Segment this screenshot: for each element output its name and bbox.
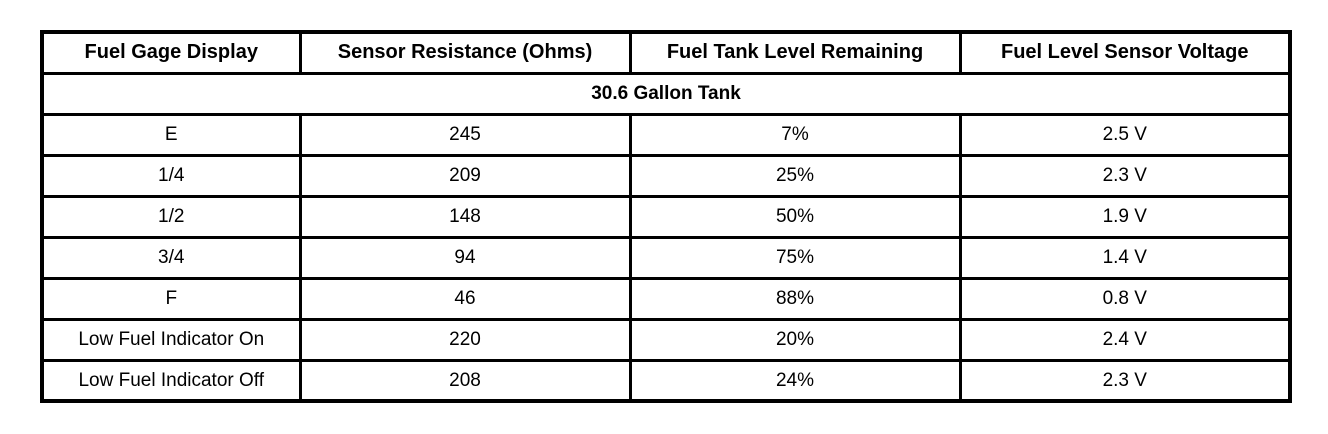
- fuel-tank-level-cell: 75%: [628, 235, 962, 280]
- sensor-voltage-cell: 2.3 V: [958, 153, 1292, 198]
- header-row: Fuel Gage Display Sensor Resistance (Ohm…: [40, 30, 1292, 75]
- sensor-voltage-cell: 1.9 V: [958, 194, 1292, 239]
- tank-size-subheader: 30.6 Gallon Tank: [40, 71, 1292, 116]
- sensor-voltage-cell: 1.4 V: [958, 235, 1292, 280]
- fuel-tank-level-cell: 20%: [628, 317, 962, 362]
- fuel-tank-level-cell: 7%: [628, 112, 962, 157]
- subheader-row: 30.6 Gallon Tank: [40, 71, 1292, 116]
- sensor-resistance-cell: 245: [298, 112, 632, 157]
- fuel-gage-display-cell: 1/4: [40, 153, 302, 198]
- column-header-fuel-gage-display: Fuel Gage Display: [40, 30, 302, 75]
- sensor-resistance-cell: 94: [298, 235, 632, 280]
- sensor-voltage-cell: 2.5 V: [958, 112, 1292, 157]
- table-row: 3/4 94 75% 1.4 V: [40, 235, 1292, 280]
- fuel-gage-display-cell: 1/2: [40, 194, 302, 239]
- column-header-sensor-resistance: Sensor Resistance (Ohms): [298, 30, 632, 75]
- column-header-sensor-voltage: Fuel Level Sensor Voltage: [958, 30, 1292, 75]
- sensor-voltage-cell: 2.4 V: [958, 317, 1292, 362]
- fuel-gage-display-cell: Low Fuel Indicator On: [40, 317, 302, 362]
- sensor-voltage-cell: 0.8 V: [958, 276, 1292, 321]
- table-row: E 245 7% 2.5 V: [40, 112, 1292, 157]
- sensor-voltage-cell: 2.3 V: [958, 358, 1292, 403]
- table-row: 1/4 209 25% 2.3 V: [40, 153, 1292, 198]
- sensor-resistance-cell: 148: [298, 194, 632, 239]
- fuel-gage-display-cell: E: [40, 112, 302, 157]
- fuel-tank-level-cell: 24%: [628, 358, 962, 403]
- fuel-gage-display-cell: 3/4: [40, 235, 302, 280]
- sensor-resistance-cell: 220: [298, 317, 632, 362]
- table-row: 1/2 148 50% 1.9 V: [40, 194, 1292, 239]
- column-header-fuel-tank-level: Fuel Tank Level Remaining: [628, 30, 962, 75]
- fuel-gage-display-cell: F: [40, 276, 302, 321]
- sensor-resistance-cell: 209: [298, 153, 632, 198]
- fuel-gauge-table: Fuel Gage Display Sensor Resistance (Ohm…: [40, 30, 1292, 403]
- sensor-resistance-cell: 208: [298, 358, 632, 403]
- fuel-tank-level-cell: 50%: [628, 194, 962, 239]
- sensor-resistance-cell: 46: [298, 276, 632, 321]
- fuel-tank-level-cell: 25%: [628, 153, 962, 198]
- table-row: Low Fuel Indicator On 220 20% 2.4 V: [40, 317, 1292, 362]
- table-row: Low Fuel Indicator Off 208 24% 2.3 V: [40, 358, 1292, 403]
- fuel-tank-level-cell: 88%: [628, 276, 962, 321]
- fuel-gage-display-cell: Low Fuel Indicator Off: [40, 358, 302, 403]
- table-row: F 46 88% 0.8 V: [40, 276, 1292, 321]
